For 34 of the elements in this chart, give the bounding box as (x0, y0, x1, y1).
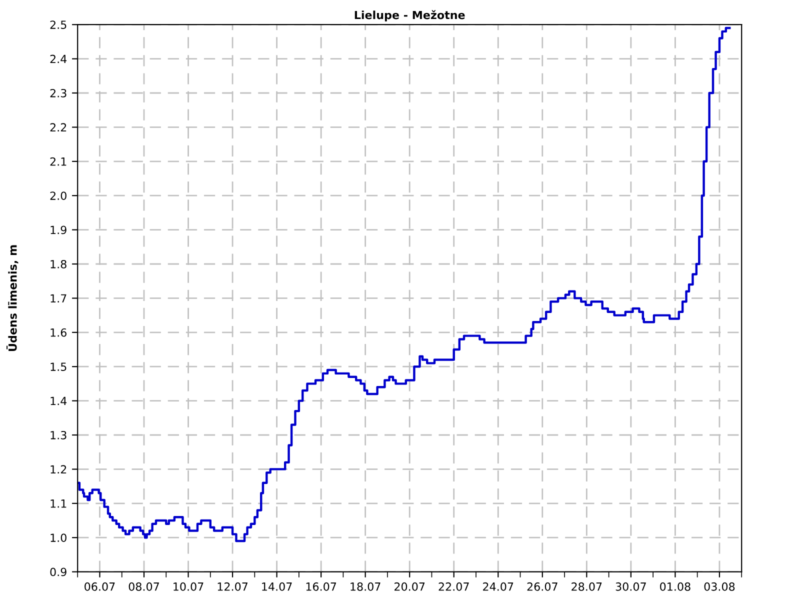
x-tick-label: 24.07 (483, 582, 514, 591)
y-tick-label: 1.1 (50, 500, 66, 508)
y-tick-label: 1.8 (50, 260, 66, 268)
y-tick-label: 1.6 (50, 328, 66, 337)
y-tick-label: 1.2 (50, 465, 66, 474)
y-tick-label: 2.3 (50, 88, 66, 98)
x-tick-label: 14.07 (262, 582, 292, 591)
x-tick-label: 26.07 (527, 582, 558, 591)
x-tick-label: 03.08 (704, 582, 735, 591)
x-tick-label: 30.07 (616, 582, 646, 591)
y-tick-label: 2.4 (50, 54, 67, 64)
y-tick-label: 1.7 (50, 294, 66, 302)
x-tick-label: 20.07 (394, 582, 425, 591)
y-tick-label: 2.0 (50, 192, 66, 200)
y-tick-label: 2.1 (50, 157, 66, 166)
y-tick-label: 2.5 (50, 20, 66, 29)
y-axis-title: Ūdens līmenis, m (6, 245, 18, 351)
x-tick-label: 16.07 (306, 582, 336, 591)
x-tick-label: 01.08 (660, 582, 690, 591)
x-tick-label: 18.07 (350, 582, 380, 591)
y-tick-label: 1.9 (50, 226, 66, 234)
y-tick-label: 1.3 (50, 430, 66, 440)
y-tick-label: 2.2 (50, 123, 66, 132)
chart-title: Lielupe - Mežotne (354, 10, 465, 22)
x-tick-label: 28.07 (572, 582, 602, 591)
x-tick-label: 10.07 (174, 582, 204, 591)
y-tick-label: 1.4 (50, 396, 67, 406)
y-tick-label: 0.9 (50, 568, 66, 576)
y-tick-label: 1.5 (50, 362, 66, 371)
x-tick-label: 06.07 (84, 582, 115, 591)
x-tick-label: 08.07 (128, 582, 159, 591)
x-tick-label: 12.07 (218, 582, 248, 591)
y-tick-label: 1.0 (50, 534, 66, 542)
x-tick-label: 22.07 (438, 582, 469, 591)
